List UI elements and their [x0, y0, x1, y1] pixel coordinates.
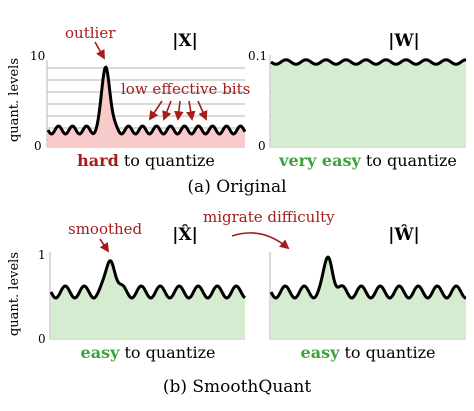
panel-title: |Ŵ| [388, 224, 419, 245]
smoothed-activation-curve [49, 259, 246, 300]
panel-w-smoothed: |Ŵ| easy to quantize [269, 224, 467, 362]
smoothed-arrow [99, 238, 110, 253]
panel-title: |X| [172, 31, 198, 51]
panel-x-smoothed: 1 0 |X̂| smoothed easy to quantize [38, 220, 246, 362]
caption-easy-left-bold: easy [81, 343, 121, 362]
y-tick-min: 0 [34, 139, 42, 153]
caption-very-easy-bold: very easy [278, 151, 361, 170]
outlier-annotation: outlier [65, 24, 116, 42]
smoothed-weight-curve [269, 255, 467, 300]
activation-curve [46, 65, 247, 136]
caption-hard: hard to quantize [77, 151, 215, 170]
caption-very-easy-rest: to quantize [361, 151, 457, 170]
subcaption-smoothquant: (b) SmoothQuant [163, 377, 312, 397]
caption-easy-right-rest: to quantize [339, 343, 435, 362]
panel-x-original: 10 0 |X| outlier low effective bits hard… [30, 24, 250, 170]
caption-hard-bold: hard [77, 151, 119, 170]
y-tick-max: 1 [38, 248, 46, 262]
smoothed-annotation: smoothed [68, 220, 143, 238]
y-axis-label-bottom: quant. levels [7, 252, 22, 336]
panel-title: |W| [388, 31, 419, 51]
caption-hard-rest: to quantize [119, 151, 215, 170]
y-axis-label-top: quant. levels [7, 58, 22, 142]
y-tick-min: 0 [38, 332, 46, 346]
panel-title: |X̂| [172, 225, 198, 245]
caption-very-easy: very easy to quantize [278, 151, 457, 170]
low-bits-arrows [148, 100, 208, 121]
panel-w-original: 0.1 0 |W| very easy to quantize [248, 31, 467, 170]
migrate-arrow [231, 232, 290, 250]
weight-curve [270, 58, 467, 66]
y-tick-max: 0.1 [248, 49, 267, 63]
smoothed-activation-fill [51, 260, 245, 339]
caption-easy-right-bold: easy [301, 343, 341, 362]
y-tick-min: 0 [258, 139, 266, 153]
migrate-annotation: migrate difficulty [203, 208, 335, 226]
caption-easy-right: easy to quantize [301, 343, 436, 362]
outlier-arrow [94, 41, 105, 60]
caption-easy-left-rest: to quantize [119, 343, 215, 362]
caption-easy-left: easy to quantize [81, 343, 216, 362]
y-tick-max: 10 [30, 49, 45, 63]
weight-curve-fill [271, 59, 466, 147]
subcaption-original: (a) Original [187, 177, 286, 197]
low-bits-annotation: low effective bits [121, 80, 250, 98]
